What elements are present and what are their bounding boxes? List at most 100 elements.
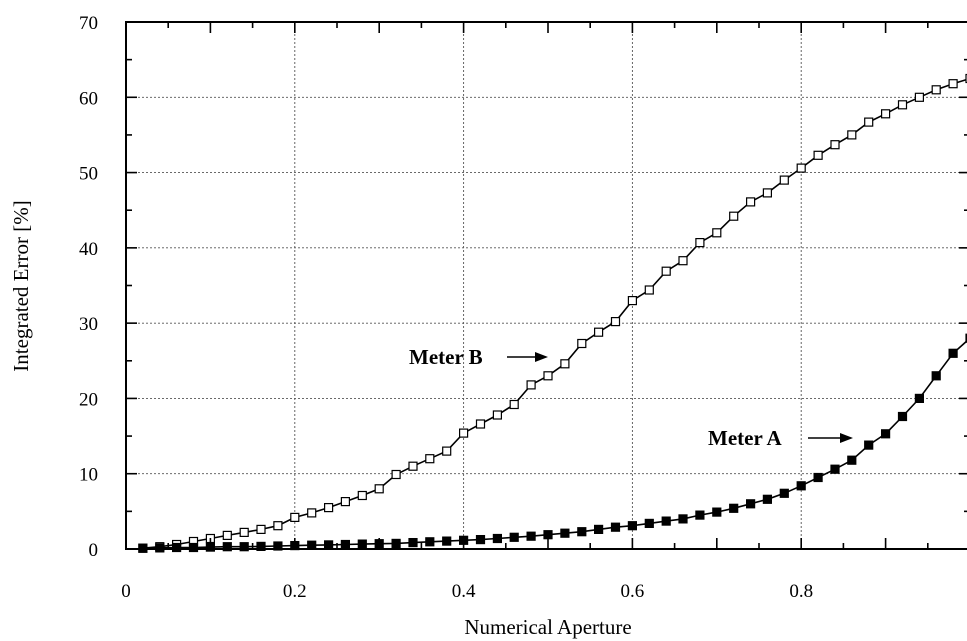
series-meter-a: [138, 333, 967, 553]
meter-a-arrowhead: [840, 433, 853, 443]
meter-a-point: [847, 455, 857, 465]
meter-a-line: [142, 339, 967, 549]
series-meter-b: [138, 73, 967, 553]
y-tick-label: 30: [79, 314, 98, 335]
meter-b-point: [560, 359, 570, 369]
meter-b-line: [142, 78, 967, 549]
meter-a-point: [340, 539, 350, 550]
meter-a-point: [239, 542, 249, 552]
y-axis-title: Integrated Error [%]: [9, 200, 33, 371]
meter-a-point: [492, 533, 502, 544]
meter-b-point: [948, 79, 958, 89]
meter-a-point: [155, 543, 165, 553]
meter-a-annotation-label: Meter A: [708, 426, 782, 450]
meter-a-point: [712, 507, 722, 517]
x-axis-title: Numerical Aperture: [464, 615, 631, 639]
meter-a-point: [695, 510, 705, 520]
meter-b-point: [796, 163, 806, 173]
meter-a-point: [762, 494, 773, 504]
meter-a-point: [931, 371, 941, 381]
meter-b-point: [931, 85, 941, 95]
y-tick-label: 20: [79, 389, 98, 410]
meter-b-point: [644, 285, 654, 295]
meter-a-point: [897, 411, 908, 422]
meter-a-point: [188, 542, 199, 553]
meter-b-point: [864, 117, 874, 127]
meter-a-point: [256, 541, 266, 552]
x-tick-label: 0.2: [283, 581, 307, 602]
meter-b-point: [425, 454, 435, 464]
meter-b-point: [492, 410, 502, 420]
meter-b-point: [526, 380, 536, 390]
axis-ticks: [125, 21, 967, 550]
meter-a-point: [796, 481, 806, 491]
meter-a-point: [864, 440, 874, 450]
meter-a-point: [222, 542, 232, 552]
annotations: Meter B Meter A: [409, 345, 853, 450]
meter-a-point: [661, 516, 671, 526]
tick-labels: 0 0.2 0.4 0.6 0.8 0 10 20 30 40 50 60 70: [79, 13, 813, 602]
meter-a-point: [914, 393, 925, 403]
meter-b-point: [475, 419, 486, 429]
meter-b-point: [459, 428, 469, 438]
meter-b-point: [847, 130, 857, 140]
series-layer: [138, 73, 967, 553]
meter-a-point: [442, 536, 452, 546]
meter-a-point: [678, 514, 688, 524]
meter-b-point: [543, 371, 553, 381]
meter-b-point: [593, 327, 604, 337]
meter-b-point: [509, 399, 519, 410]
grid-lines: [126, 22, 967, 549]
meter-a-point: [509, 532, 519, 542]
meter-a-point: [610, 522, 621, 532]
meter-b-point: [222, 530, 232, 541]
meter-b-point: [678, 256, 688, 266]
meter-b-point: [357, 490, 367, 501]
meter-a-point: [593, 524, 604, 535]
meter-b-point: [577, 338, 587, 349]
y-tick-label: 10: [79, 465, 98, 486]
y-tick-label: 50: [79, 164, 98, 185]
meter-a-point: [745, 499, 756, 509]
meter-b-point: [914, 92, 925, 102]
meter-b-point: [256, 524, 266, 535]
meter-b-point: [442, 446, 452, 456]
y-tick-label: 60: [79, 88, 98, 109]
meter-a-point: [172, 542, 182, 553]
x-tick-label: 0.8: [789, 581, 813, 602]
meter-a-point: [948, 348, 958, 358]
y-tick-label: 40: [79, 239, 98, 260]
y-tick-label: 0: [89, 540, 99, 561]
meter-b-point: [610, 317, 621, 327]
meter-b-point: [813, 150, 823, 160]
meter-b-point: [880, 109, 891, 119]
meter-b-point: [712, 228, 722, 238]
meter-b-annotation-label: Meter B: [409, 345, 483, 369]
meter-b-point: [324, 503, 334, 513]
y-tick-label: 70: [79, 13, 98, 34]
x-tick-label: 0.4: [452, 581, 476, 602]
meter-a-point: [577, 527, 587, 537]
meter-a-point: [408, 537, 418, 548]
meter-a-point: [813, 472, 823, 483]
meter-a-point: [543, 530, 553, 540]
meter-b-point: [762, 188, 773, 198]
meter-b-point: [779, 175, 789, 185]
plot-frame: [125, 21, 967, 550]
meter-b-point: [695, 238, 705, 248]
meter-b-point: [307, 508, 317, 518]
x-tick-label: 0: [121, 581, 131, 602]
meter-b-point: [273, 521, 283, 531]
meter-b-point: [239, 527, 249, 538]
meter-b-point: [408, 461, 418, 471]
meter-a-point: [560, 528, 570, 538]
meter-a-point: [779, 488, 789, 498]
meter-a-point: [391, 538, 401, 549]
meter-b-point: [661, 266, 671, 276]
meter-a-point: [357, 539, 367, 549]
meter-a-point: [729, 503, 739, 513]
meter-a-point: [830, 464, 840, 474]
meter-b-point: [729, 211, 739, 221]
meter-a-point: [425, 537, 435, 547]
